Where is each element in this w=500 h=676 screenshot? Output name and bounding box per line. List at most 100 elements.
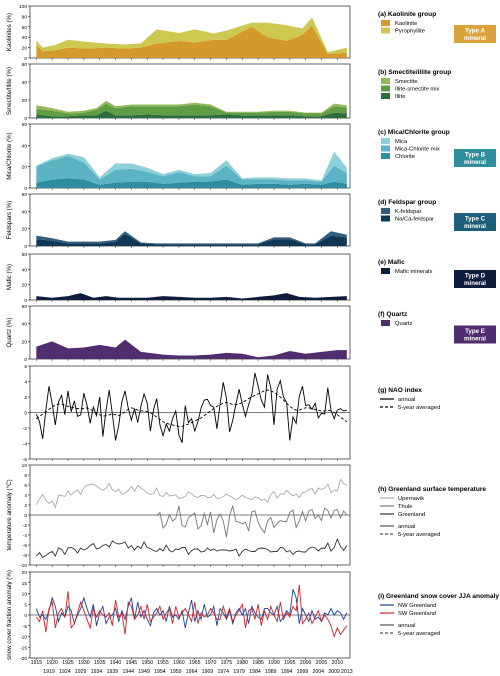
y-tick-label-c: 40 <box>22 143 28 149</box>
x-tick-label-bottom: 1944 <box>122 669 134 675</box>
line-series-5-year-averaged <box>36 389 348 427</box>
y-tick-label-a: 0 <box>24 56 27 62</box>
y-tick-label-c: 20 <box>22 165 28 171</box>
legend-label-mafic-minerals: Mafic minerals <box>395 269 432 275</box>
y-tick-label-g: -6 <box>23 457 28 463</box>
y-tick-label-h: 6 <box>24 483 27 489</box>
badge-label-c: mineral <box>464 159 486 166</box>
legend-label-sw-greenland: SW Greenland <box>398 611 436 617</box>
y-tick-label-h: -4 <box>23 533 28 539</box>
badge-label-d: Type C <box>465 216 486 223</box>
y-tick-label-h: 8 <box>24 473 27 479</box>
x-tick-label-top: 1920 <box>46 660 58 666</box>
legend-swatch <box>381 208 390 214</box>
legend-label-quartz: Quartz <box>395 321 412 327</box>
legend-label-nw-greenland: NW Greenland <box>398 603 436 609</box>
y-tick-label-i: -20 <box>20 656 27 662</box>
area-series-smectite <box>36 100 347 114</box>
x-tick-label-bottom: 1934 <box>91 669 103 675</box>
x-tick-label-bottom: 2004 <box>313 669 325 675</box>
panel-title-c: (c) Mica/Chlorite group <box>378 129 450 136</box>
legend-label-5-year-averaged: 5-year averaged <box>398 532 440 538</box>
y-tick-label-e: 40 <box>22 267 28 273</box>
line-series-thule <box>156 505 348 538</box>
x-tick-label-top: 1990 <box>268 660 280 666</box>
x-tick-label-top: 1940 <box>110 660 122 666</box>
line-series-greenland <box>36 537 348 559</box>
x-tick-label-bottom: 1964 <box>186 669 198 675</box>
panel-title-i: (i) Greenland snow cover JJA anomaly <box>378 593 499 600</box>
x-tick-label-top: 1925 <box>62 660 74 666</box>
y-tick-label-i: 15 <box>22 581 28 587</box>
panel-title-h: (h) Greenland surface temperature <box>378 486 486 493</box>
legend-label-na-ca-feldspar: Na/Ca-feldspar <box>395 217 434 223</box>
x-tick-label-bottom: 1954 <box>154 669 166 675</box>
x-tick-label-top: 1955 <box>157 660 169 666</box>
legend-label-annual: annual <box>398 397 415 403</box>
y-tick-label-e: 20 <box>22 283 28 289</box>
y-tick-label-h: -6 <box>23 543 28 549</box>
plot-frame-d <box>29 193 351 247</box>
badge-label-a: mineral <box>464 35 486 42</box>
x-tick-label-bottom: 1959 <box>170 669 182 675</box>
y-axis-label-b: Smectite/Illite (%) <box>6 67 13 115</box>
y-tick-label-g: 6 <box>24 364 27 370</box>
legend-label-kaolinite: Kaolinite <box>395 21 417 27</box>
x-tick-label-bottom: 1984 <box>249 669 261 675</box>
legend-swatch <box>381 268 390 274</box>
line-series-upernavik <box>35 478 348 509</box>
x-tick-label-top: 1965 <box>189 660 201 666</box>
area-series-mafic-minerals <box>36 293 347 300</box>
y-axis-label-h: temperature anomaly (°C) <box>6 479 13 550</box>
y-tick-label-h: 4 <box>24 493 27 499</box>
type-badge-e <box>454 270 496 288</box>
legend-label-illite: Illite <box>395 94 405 100</box>
legend-label-5-year-averaged: 5-year averaged <box>398 405 440 411</box>
y-tick-label-i: 20 <box>22 570 28 576</box>
area-series-kaolinite <box>36 25 347 58</box>
area-series-quartz <box>36 339 347 359</box>
x-tick-label-top: 1985 <box>252 660 264 666</box>
legend-label-greenland: Greenland <box>398 512 425 518</box>
x-tick-label-top: 1915 <box>31 660 43 666</box>
y-tick-label-f: 20 <box>22 339 28 345</box>
x-tick-label-bottom: 1969 <box>202 669 214 675</box>
y-tick-label-f: 60 <box>22 304 28 310</box>
legend-swatch <box>381 215 390 222</box>
y-axis-label-f: Quartz (%) <box>6 318 13 348</box>
x-tick-label-top: 1995 <box>284 660 296 666</box>
y-tick-label-f: 0 <box>24 357 27 363</box>
panel-title-f: (f) Quartz <box>378 311 408 318</box>
x-tick-label-bottom: 1979 <box>233 669 245 675</box>
y-tick-label-d: 60 <box>22 192 28 198</box>
panel-title-g: (g) NAO index <box>378 387 422 394</box>
area-series-chlorite <box>36 178 347 188</box>
legend-label-annual: annual <box>398 623 415 629</box>
y-tick-label-d: 20 <box>22 227 28 233</box>
y-tick-label-e: 0 <box>24 298 27 304</box>
legend-label-chlorite: Chlorite <box>395 154 415 160</box>
y-tick-label-b: 40 <box>22 80 28 86</box>
y-tick-label-a: 80 <box>22 14 28 20</box>
y-tick-label-h: -10 <box>20 563 27 569</box>
y-tick-label-c: 0 <box>24 186 27 192</box>
y-tick-label-b: 0 <box>24 116 27 122</box>
area-series-k-feldspar <box>36 231 347 245</box>
x-tick-label-bottom: 1949 <box>138 669 150 675</box>
area-series-mica <box>36 151 347 182</box>
y-axis-label-c: Mica/Chlorite (%) <box>6 132 13 179</box>
badge-label-a: Type A <box>465 28 485 35</box>
area-series-illite-smectite-mix <box>36 103 347 117</box>
panel-title-a: (a) Kaolinite group <box>378 11 436 18</box>
y-tick-label-g: -2 <box>23 426 28 432</box>
y-tick-label-b: 20 <box>22 98 28 104</box>
legend-label-illite-smectite-mix: Illite-smectite mix <box>395 87 440 93</box>
y-tick-label-g: 2 <box>24 395 27 401</box>
type-badge-d <box>454 213 496 231</box>
plot-frame-e <box>29 253 351 301</box>
badge-label-d: mineral <box>464 223 486 230</box>
x-tick-label-bottom: 2009 <box>328 669 340 675</box>
legend-label-5-year-averaged: 5-year averaged <box>398 631 440 637</box>
type-badge-c <box>454 149 496 167</box>
type-badge-a <box>454 25 496 43</box>
